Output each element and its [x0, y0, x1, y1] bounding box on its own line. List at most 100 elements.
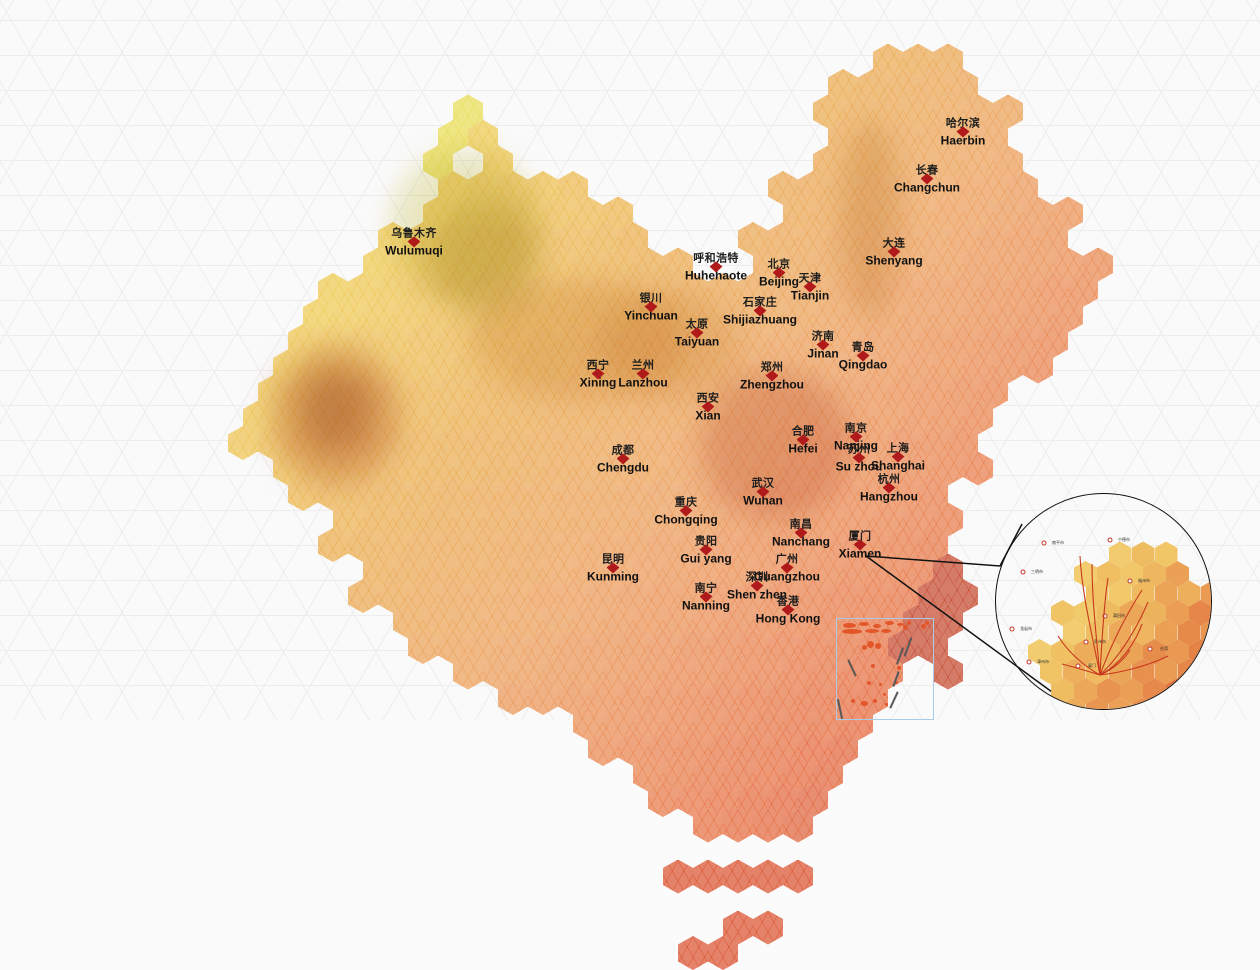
location-pin-icon	[709, 261, 723, 273]
hex-tile	[993, 196, 1023, 231]
city-marker-su-zhou[interactable]: 苏州 Su zhou	[835, 444, 883, 474]
city-name-en: Shijiazhuang	[722, 312, 798, 327]
hex-tile	[678, 630, 708, 664]
hex-tile	[903, 196, 933, 231]
city-marker-hefei[interactable]: 合肥 Hefei	[788, 426, 817, 456]
city-marker-nanchang[interactable]: 南昌 Nanchang	[772, 519, 830, 549]
city-name-cn: 长春	[915, 164, 939, 177]
hex-tile	[438, 579, 468, 613]
location-pin-icon	[849, 431, 863, 443]
hex-tile	[1097, 678, 1120, 704]
location-pin-icon	[882, 482, 896, 494]
city-name-cn: 兰州	[631, 359, 655, 372]
hex-tile	[1008, 171, 1038, 205]
city-name-cn: 重庆	[674, 496, 698, 509]
hex-tile	[963, 196, 993, 231]
city-name-en: Taiyuan	[674, 334, 720, 349]
sea-islet-dot	[907, 621, 911, 625]
south-china-sea-inset[interactable]	[836, 618, 934, 720]
hex-tile	[753, 910, 783, 945]
hex-tile	[978, 222, 1008, 256]
hex-tile	[708, 579, 738, 613]
hex-tile	[693, 604, 723, 639]
hex-tile	[633, 247, 663, 282]
city-marker-shen-zhen[interactable]: 深圳 Shen zhen	[727, 572, 787, 602]
hex-tile	[618, 630, 648, 664]
city-name-cn: 乌鲁木齐	[391, 227, 437, 240]
city-marker-yinchuan[interactable]: 银川 Yinchuan	[624, 293, 678, 323]
hex-tile	[483, 655, 513, 690]
city-marker-guangzhou[interactable]: 广州 Guangzhou	[754, 554, 820, 584]
city-marker-shenyang[interactable]: 大连 Shenyang	[865, 238, 922, 268]
city-name-cn: 西宁	[586, 359, 610, 372]
city-marker-tianjin[interactable]: 天津 Tianjin	[791, 273, 829, 303]
fujian-detail-magnifier[interactable]: 南平市 宁德市 三明市 福州市 莆田市 龙岩市 泉州市 漳州市 台湾 厦门	[995, 493, 1212, 710]
hex-tile	[708, 528, 738, 562]
hex-tile	[1189, 600, 1211, 626]
city-marker-jinan[interactable]: 济南 Jinan	[807, 331, 838, 361]
hex-tile	[423, 604, 453, 639]
city-marker-hong-kong[interactable]: 香港 Hong Kong	[756, 595, 821, 626]
sea-boundary-dash	[837, 699, 844, 719]
city-marker-chongqing[interactable]: 重庆 Chongqing	[654, 496, 718, 527]
hex-tile	[318, 528, 348, 562]
magnifier-city-dot	[1041, 540, 1047, 546]
hex-tile	[543, 604, 573, 639]
city-name-en: Chongqing	[654, 512, 718, 527]
hex-tile	[378, 528, 408, 562]
city-name-cn: 香港	[776, 595, 800, 608]
hex-tile	[933, 196, 963, 231]
hex-tile	[738, 630, 768, 664]
city-marker-wulumuqi[interactable]: 乌鲁木齐 Wulumuqi	[385, 227, 443, 258]
hex-tile	[768, 222, 798, 256]
city-marker-haerbin[interactable]: 哈尔滨 Haerbin	[941, 118, 986, 148]
city-marker-kunming[interactable]: 昆明 Kunming	[587, 553, 639, 584]
city-marker-shijiazhuang[interactable]: 石家庄 Shijiazhuang	[722, 297, 798, 327]
city-name-en: Xining	[579, 375, 617, 390]
hex-tile	[393, 604, 423, 639]
city-marker-xiamen[interactable]: 厦门 Xiamen	[838, 531, 882, 561]
magnifier-city-label: 莆田市	[1113, 613, 1125, 618]
location-pin-icon	[803, 281, 817, 293]
city-marker-chengdu[interactable]: 成都 Chengdu	[597, 445, 649, 475]
city-name-en: Huhehaote	[684, 268, 748, 283]
hex-tile	[798, 171, 828, 205]
location-pin-icon	[891, 451, 905, 463]
city-name-en: Xiamen	[838, 546, 882, 561]
city-name-cn: 西安	[696, 392, 720, 405]
city-marker-lanzhou[interactable]: 兰州 Lanzhou	[618, 359, 667, 390]
city-marker-shanghai[interactable]: 上海 Shanghai	[870, 443, 926, 473]
city-marker-qingdao[interactable]: 青岛 Qingdao	[839, 342, 888, 372]
location-pin-icon	[794, 527, 808, 539]
city-marker-zhengzhou[interactable]: 郑州 Zhengzhou	[740, 362, 804, 392]
hex-tile	[633, 604, 663, 639]
city-name-cn: 南京	[844, 422, 868, 435]
city-marker-xian[interactable]: 西安 Xian	[695, 392, 720, 423]
city-marker-hangzhou[interactable]: 杭州 Hangzhou	[860, 474, 918, 504]
city-name-en: Shanghai	[870, 458, 926, 473]
location-pin-icon	[679, 505, 693, 517]
city-marker-wuhan[interactable]: 武汉 Wuhan	[743, 478, 783, 508]
city-marker-xining[interactable]: 西宁 Xining	[579, 359, 617, 390]
hex-tile	[588, 222, 618, 256]
hex-tile	[633, 655, 663, 690]
city-marker-nanning[interactable]: 南宁 Nanning	[682, 583, 730, 613]
city-marker-taiyuan[interactable]: 太原 Taiyuan	[674, 319, 720, 349]
hex-tile	[918, 222, 948, 256]
sea-islet-dot	[925, 621, 929, 625]
city-name-en: Su zhou	[835, 459, 883, 474]
location-pin-icon	[606, 562, 620, 574]
hex-tile	[1038, 222, 1068, 256]
hex-tile	[363, 502, 393, 537]
hex-tile	[543, 553, 573, 588]
city-name-cn: 昆明	[601, 553, 625, 566]
hex-tile	[1143, 600, 1166, 626]
city-marker-changchun[interactable]: 长春 Changchun	[894, 164, 960, 195]
city-marker-huhehaote[interactable]: 呼和浩特 Huhehaote	[684, 253, 748, 283]
hex-tile	[528, 681, 558, 715]
city-marker-beijing[interactable]: 北京 Beijing	[759, 259, 799, 289]
hex-tile	[1143, 639, 1166, 665]
city-marker-gui-yang[interactable]: 贵阳 Gui yang	[680, 536, 731, 566]
city-marker-nanjing[interactable]: 南京 Nanjing	[834, 422, 878, 453]
